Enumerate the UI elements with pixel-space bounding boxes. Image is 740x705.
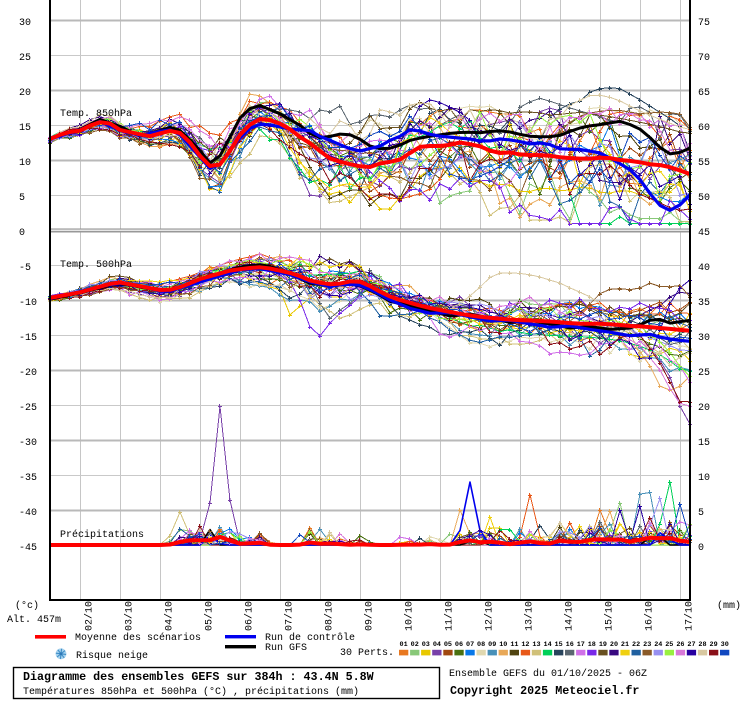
svg-text:11: 11 bbox=[510, 641, 518, 649]
svg-text:11/10: 11/10 bbox=[444, 601, 456, 631]
svg-text:04/10: 04/10 bbox=[164, 601, 176, 631]
svg-text:15: 15 bbox=[19, 123, 31, 134]
svg-text:10: 10 bbox=[698, 473, 710, 484]
svg-text:0: 0 bbox=[19, 228, 25, 239]
svg-text:17: 17 bbox=[577, 641, 585, 649]
svg-text:26: 26 bbox=[676, 641, 684, 649]
svg-text:65: 65 bbox=[698, 88, 710, 99]
svg-text:35: 35 bbox=[698, 298, 710, 309]
svg-text:22: 22 bbox=[632, 641, 640, 649]
svg-text:60: 60 bbox=[698, 123, 710, 134]
svg-text:-5: -5 bbox=[19, 263, 31, 274]
svg-text:23: 23 bbox=[643, 641, 651, 649]
svg-text:10/10: 10/10 bbox=[404, 601, 416, 631]
svg-text:0: 0 bbox=[698, 543, 704, 554]
svg-text:06: 06 bbox=[455, 641, 463, 649]
svg-text:75: 75 bbox=[698, 18, 710, 29]
svg-text:09/10: 09/10 bbox=[364, 601, 376, 631]
svg-text:70: 70 bbox=[698, 53, 710, 64]
svg-text:(mm): (mm) bbox=[717, 600, 740, 612]
svg-text:29: 29 bbox=[710, 641, 718, 649]
svg-text:55: 55 bbox=[698, 158, 710, 169]
svg-text:07: 07 bbox=[466, 641, 474, 649]
svg-text:09: 09 bbox=[488, 641, 496, 649]
svg-text:13: 13 bbox=[532, 641, 540, 649]
svg-text:10: 10 bbox=[19, 158, 31, 169]
svg-text:01: 01 bbox=[400, 641, 408, 649]
svg-text:20: 20 bbox=[698, 403, 710, 414]
svg-text:19: 19 bbox=[599, 641, 607, 649]
svg-text:Moyenne des scénarios: Moyenne des scénarios bbox=[75, 632, 201, 644]
svg-text:02/10: 02/10 bbox=[84, 601, 96, 631]
svg-text:15: 15 bbox=[698, 438, 710, 449]
svg-text:30 Perts.: 30 Perts. bbox=[340, 648, 394, 659]
svg-text:18: 18 bbox=[588, 641, 596, 649]
svg-text:-15: -15 bbox=[19, 333, 37, 344]
svg-text:Temp. 500hPa: Temp. 500hPa bbox=[60, 259, 132, 271]
svg-text:Températures 850hPa et 500hPa: Températures 850hPa et 500hPa (°C) , pré… bbox=[23, 686, 359, 698]
svg-text:14/10: 14/10 bbox=[564, 601, 576, 631]
svg-text:Précipitations: Précipitations bbox=[60, 529, 144, 541]
svg-text:-45: -45 bbox=[19, 543, 37, 554]
svg-text:30: 30 bbox=[698, 333, 710, 344]
svg-text:21: 21 bbox=[621, 641, 629, 649]
svg-text:03: 03 bbox=[422, 641, 430, 649]
svg-text:20: 20 bbox=[610, 641, 618, 649]
svg-text:13/10: 13/10 bbox=[524, 601, 536, 631]
svg-text:-30: -30 bbox=[19, 438, 37, 449]
svg-text:16/10: 16/10 bbox=[644, 601, 656, 631]
svg-text:Run de contrôle: Run de contrôle bbox=[265, 632, 355, 644]
svg-text:30: 30 bbox=[721, 641, 729, 649]
svg-text:5: 5 bbox=[698, 508, 704, 519]
svg-text:5: 5 bbox=[19, 193, 25, 204]
svg-text:20: 20 bbox=[19, 88, 31, 99]
svg-text:28: 28 bbox=[698, 641, 706, 649]
svg-text:06/10: 06/10 bbox=[244, 601, 256, 631]
svg-text:04: 04 bbox=[433, 641, 441, 649]
svg-text:Alt. 457m: Alt. 457m bbox=[7, 614, 61, 626]
svg-text:30: 30 bbox=[19, 18, 31, 29]
svg-text:(°c): (°c) bbox=[15, 600, 39, 612]
svg-text:45: 45 bbox=[698, 228, 710, 239]
svg-text:Ensemble GEFS du 01/10/2025 -: Ensemble GEFS du 01/10/2025 - 06Z bbox=[449, 668, 647, 680]
svg-text:Diagramme des ensembles GEFS s: Diagramme des ensembles GEFS sur 384h : … bbox=[23, 670, 375, 684]
svg-text:50: 50 bbox=[698, 193, 710, 204]
svg-text:-40: -40 bbox=[19, 508, 37, 519]
svg-text:08: 08 bbox=[477, 641, 485, 649]
svg-text:02: 02 bbox=[411, 641, 419, 649]
svg-text:10: 10 bbox=[499, 641, 507, 649]
svg-text:05: 05 bbox=[444, 641, 452, 649]
svg-text:40: 40 bbox=[698, 263, 710, 274]
svg-text:03/10: 03/10 bbox=[124, 601, 136, 631]
svg-text:Temp. 850hPa: Temp. 850hPa bbox=[60, 108, 132, 120]
svg-text:Run GFS: Run GFS bbox=[265, 643, 307, 654]
svg-text:16: 16 bbox=[566, 641, 574, 649]
svg-text:14: 14 bbox=[544, 641, 552, 649]
svg-text:24: 24 bbox=[654, 641, 662, 649]
svg-text:15/10: 15/10 bbox=[604, 601, 616, 631]
svg-text:05/10: 05/10 bbox=[204, 601, 216, 631]
svg-text:-35: -35 bbox=[19, 473, 37, 484]
svg-text:Copyright 2025 Meteociel.fr: Copyright 2025 Meteociel.fr bbox=[450, 684, 639, 698]
svg-text:25: 25 bbox=[19, 53, 31, 64]
svg-text:-20: -20 bbox=[19, 368, 37, 379]
svg-text:Risque neige: Risque neige bbox=[76, 650, 148, 662]
svg-text:08/10: 08/10 bbox=[324, 601, 336, 631]
svg-text:-25: -25 bbox=[19, 403, 37, 414]
svg-text:07/10: 07/10 bbox=[284, 601, 296, 631]
svg-text:-10: -10 bbox=[19, 298, 37, 309]
svg-text:25: 25 bbox=[665, 641, 673, 649]
svg-text:12: 12 bbox=[521, 641, 529, 649]
svg-text:25: 25 bbox=[698, 368, 710, 379]
svg-text:15: 15 bbox=[555, 641, 563, 649]
svg-text:17/10: 17/10 bbox=[684, 601, 696, 631]
svg-text:12/10: 12/10 bbox=[484, 601, 496, 631]
svg-text:27: 27 bbox=[687, 641, 695, 649]
